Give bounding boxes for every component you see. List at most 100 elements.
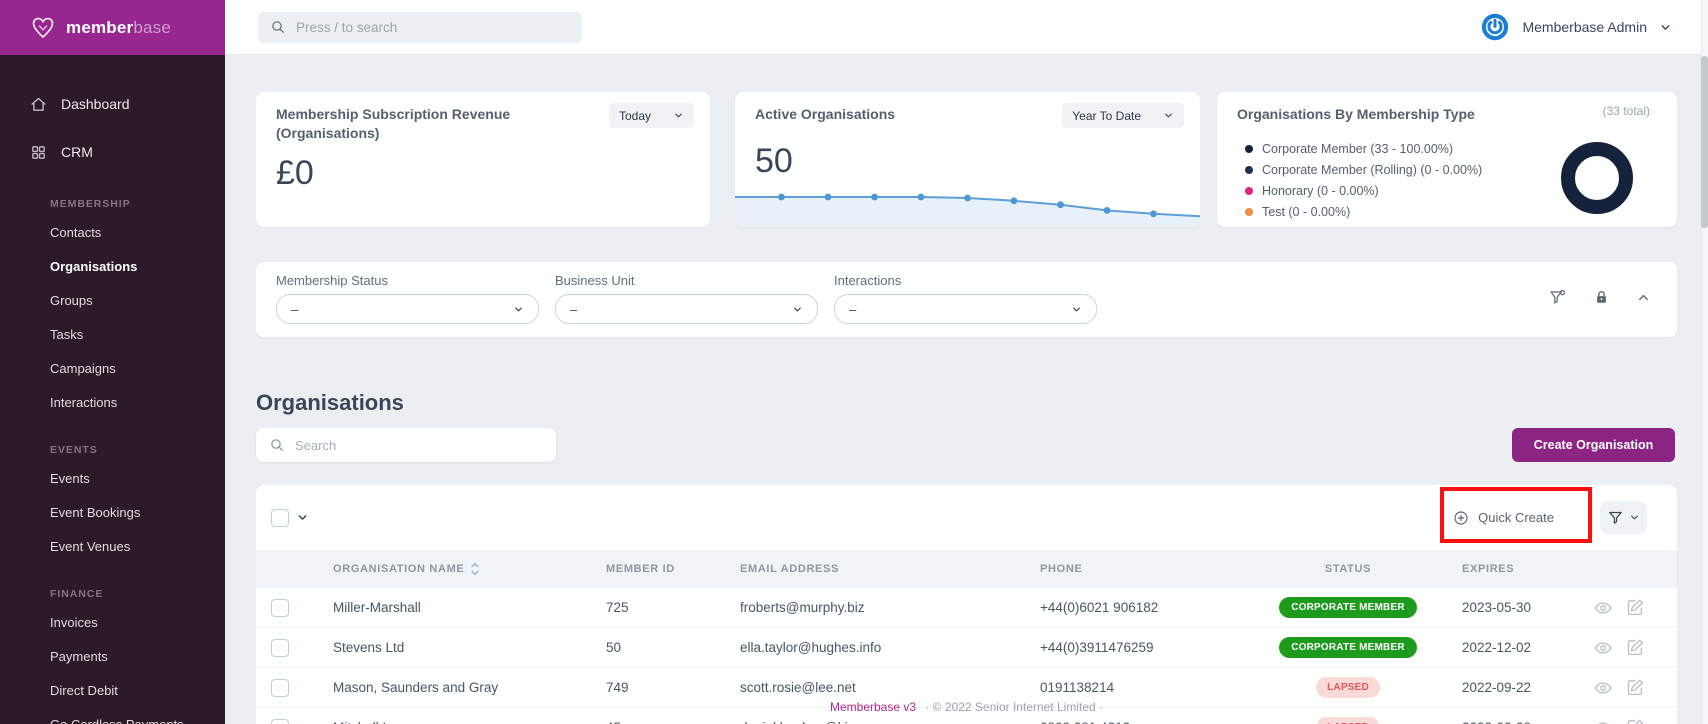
create-organisation-button[interactable]: Create Organisation [1512,428,1675,462]
cell-status: LAPSED [1276,717,1420,724]
filter-field-interactions: Interactions – [834,273,1097,324]
cell-expires: 2023-02-28 [1420,720,1565,724]
row-checkbox[interactable] [271,638,289,657]
sidebar-item-contacts[interactable]: Contacts [50,225,102,240]
cell-organisation-name[interactable]: Stevens Ltd [333,640,405,655]
status-badge: CORPORATE MEMBER [1279,597,1417,618]
cell-email: daniel.hughes@king.com [740,720,1040,724]
select-menu-chevron-icon[interactable] [296,511,309,524]
filter-select-value: – [849,301,857,317]
column-phone[interactable]: PHONE [1040,563,1083,575]
filter-label: Business Unit [555,273,635,288]
cell-organisation-name[interactable]: Mason, Saunders and Gray [333,680,499,695]
column-status[interactable]: STATUS [1324,563,1372,575]
edit-button[interactable] [1626,638,1645,657]
chevron-down-icon [513,304,524,315]
column-expires[interactable]: EXPIRES [1462,563,1515,575]
global-search[interactable] [258,11,582,43]
sidebar-sections: MEMBERSHIP Contacts Organisations Groups Tas… [0,174,225,724]
view-button[interactable] [1593,638,1613,658]
sidebar-item-event-venues[interactable]: Event Venues [50,539,131,554]
sidebar-item-interactions[interactable]: Interactions [50,395,118,410]
view-button[interactable] [1593,718,1613,724]
status-badge: LAPSED [1316,717,1380,724]
cell-phone: +44(0)6021 906182 [1040,600,1159,615]
lock-icon[interactable] [1593,289,1610,306]
filter-settings-icon[interactable] [1548,288,1567,307]
cell-organisation-name[interactable]: Mitchell Inc [318,720,606,724]
sidebar-item-label: CRM [61,144,93,160]
organisations-table-card: Quick Create ORGANISATION NAME MEMBER ID [256,485,1677,724]
cell-actions [1565,638,1677,658]
sidebar-item-tasks[interactable]: Tasks [50,327,84,342]
line-chart-marker [964,194,971,202]
edit-button[interactable] [1626,598,1645,617]
active-orgs-line-chart [735,193,1200,227]
view-button[interactable] [1593,678,1613,698]
sidebar: memberbase Dashboard CRM MEMBERSHIP Conta… [0,0,225,724]
cell-expires: 2023-05-30 [1462,600,1532,615]
sidebar-item-groups[interactable]: Groups [50,293,93,308]
filter-select-interactions[interactable]: – [834,294,1097,324]
copyright: · © 2022 Senior Internet Limited · [925,700,1103,714]
line-chart-marker [1010,197,1018,205]
page-scrollbar[interactable] [1701,0,1708,724]
cell-status: CORPORATE MEMBER [1276,637,1420,658]
filter-select-membership-status[interactable]: – [276,294,539,324]
legend-dot-icon [1245,144,1253,153]
column-member-id[interactable]: MEMBER ID [606,563,675,575]
organisations-search[interactable] [256,428,556,462]
cell-email: froberts@murphy.biz [740,600,865,615]
sidebar-item-crm[interactable]: CRM [0,130,225,174]
period-value: Today [618,108,651,123]
sidebar-item-organisations[interactable]: Organisations [50,259,138,274]
table-body: Miller-Marshall 725 froberts@murphy.biz +44… [256,588,1677,724]
row-checkbox[interactable] [271,678,289,697]
card-membership-type: Organisations By Membership Type (33 tot… [1217,92,1677,227]
active-orgs-period-select[interactable]: Year To Date [1062,103,1184,128]
line-chart-marker [917,193,925,201]
sidebar-item-dashboard[interactable]: Dashboard [0,82,225,126]
user-menu[interactable]: Memberbase Admin [1480,12,1672,42]
table-filter-button[interactable] [1600,501,1647,534]
quick-create-button[interactable]: Quick Create [1453,510,1554,526]
column-organisation-name[interactable]: ORGANISATION NAME [333,563,465,575]
chevron-down-icon [673,110,684,121]
sidebar-item-direct-debit[interactable]: Direct Debit [50,683,118,698]
row-checkbox[interactable] [271,718,289,724]
column-email[interactable]: EMAIL ADDRESS [740,563,840,575]
sidebar-section-events: EVENTS [50,444,98,456]
sidebar-item-invoices[interactable]: Invoices [50,615,98,630]
user-avatar-icon [1480,12,1510,42]
revenue-period-select[interactable]: Today [608,103,694,128]
legend-dot-icon [1245,165,1253,174]
cell-status: LAPSED [1276,677,1420,698]
brand-logo[interactable]: memberbase [0,0,225,55]
chevron-down-icon [1629,512,1640,523]
card-title: Active Organisations [755,106,896,122]
sidebar-item-payments[interactable]: Payments [50,649,108,664]
card-title: Organisations By Membership Type [1237,106,1475,122]
organisations-search-input[interactable] [295,437,543,453]
cell-phone: 0808 281 4313 [1040,720,1276,724]
collapse-chevron-up-icon[interactable] [1636,290,1651,305]
edit-button[interactable] [1626,718,1645,724]
cell-organisation-name[interactable]: Miller-Marshall [333,600,421,615]
edit-button[interactable] [1626,678,1645,697]
filter-label: Membership Status [276,273,388,288]
legend-item: Corporate Member (Rolling) (0 - 0.00%) [1245,159,1482,180]
sidebar-item-go-cardless-payments[interactable]: Go Cardless Payments [0,708,225,724]
scrollbar-thumb[interactable] [1701,56,1708,228]
row-checkbox[interactable] [271,598,289,617]
topbar: Memberbase Admin [225,0,1708,55]
filter-select-business-unit[interactable]: – [555,294,818,324]
sidebar-item-event-bookings[interactable]: Event Bookings [50,505,141,520]
sidebar-item-events[interactable]: Events [50,471,90,486]
line-chart-marker [1103,207,1111,214]
sidebar-item-campaigns[interactable]: Campaigns [50,361,116,376]
select-all-checkbox[interactable] [271,508,289,527]
view-button[interactable] [1593,598,1613,618]
sidebar-section-finance: FINANCE [50,588,104,600]
sort-icon[interactable] [470,562,480,576]
global-search-input[interactable] [296,19,570,35]
